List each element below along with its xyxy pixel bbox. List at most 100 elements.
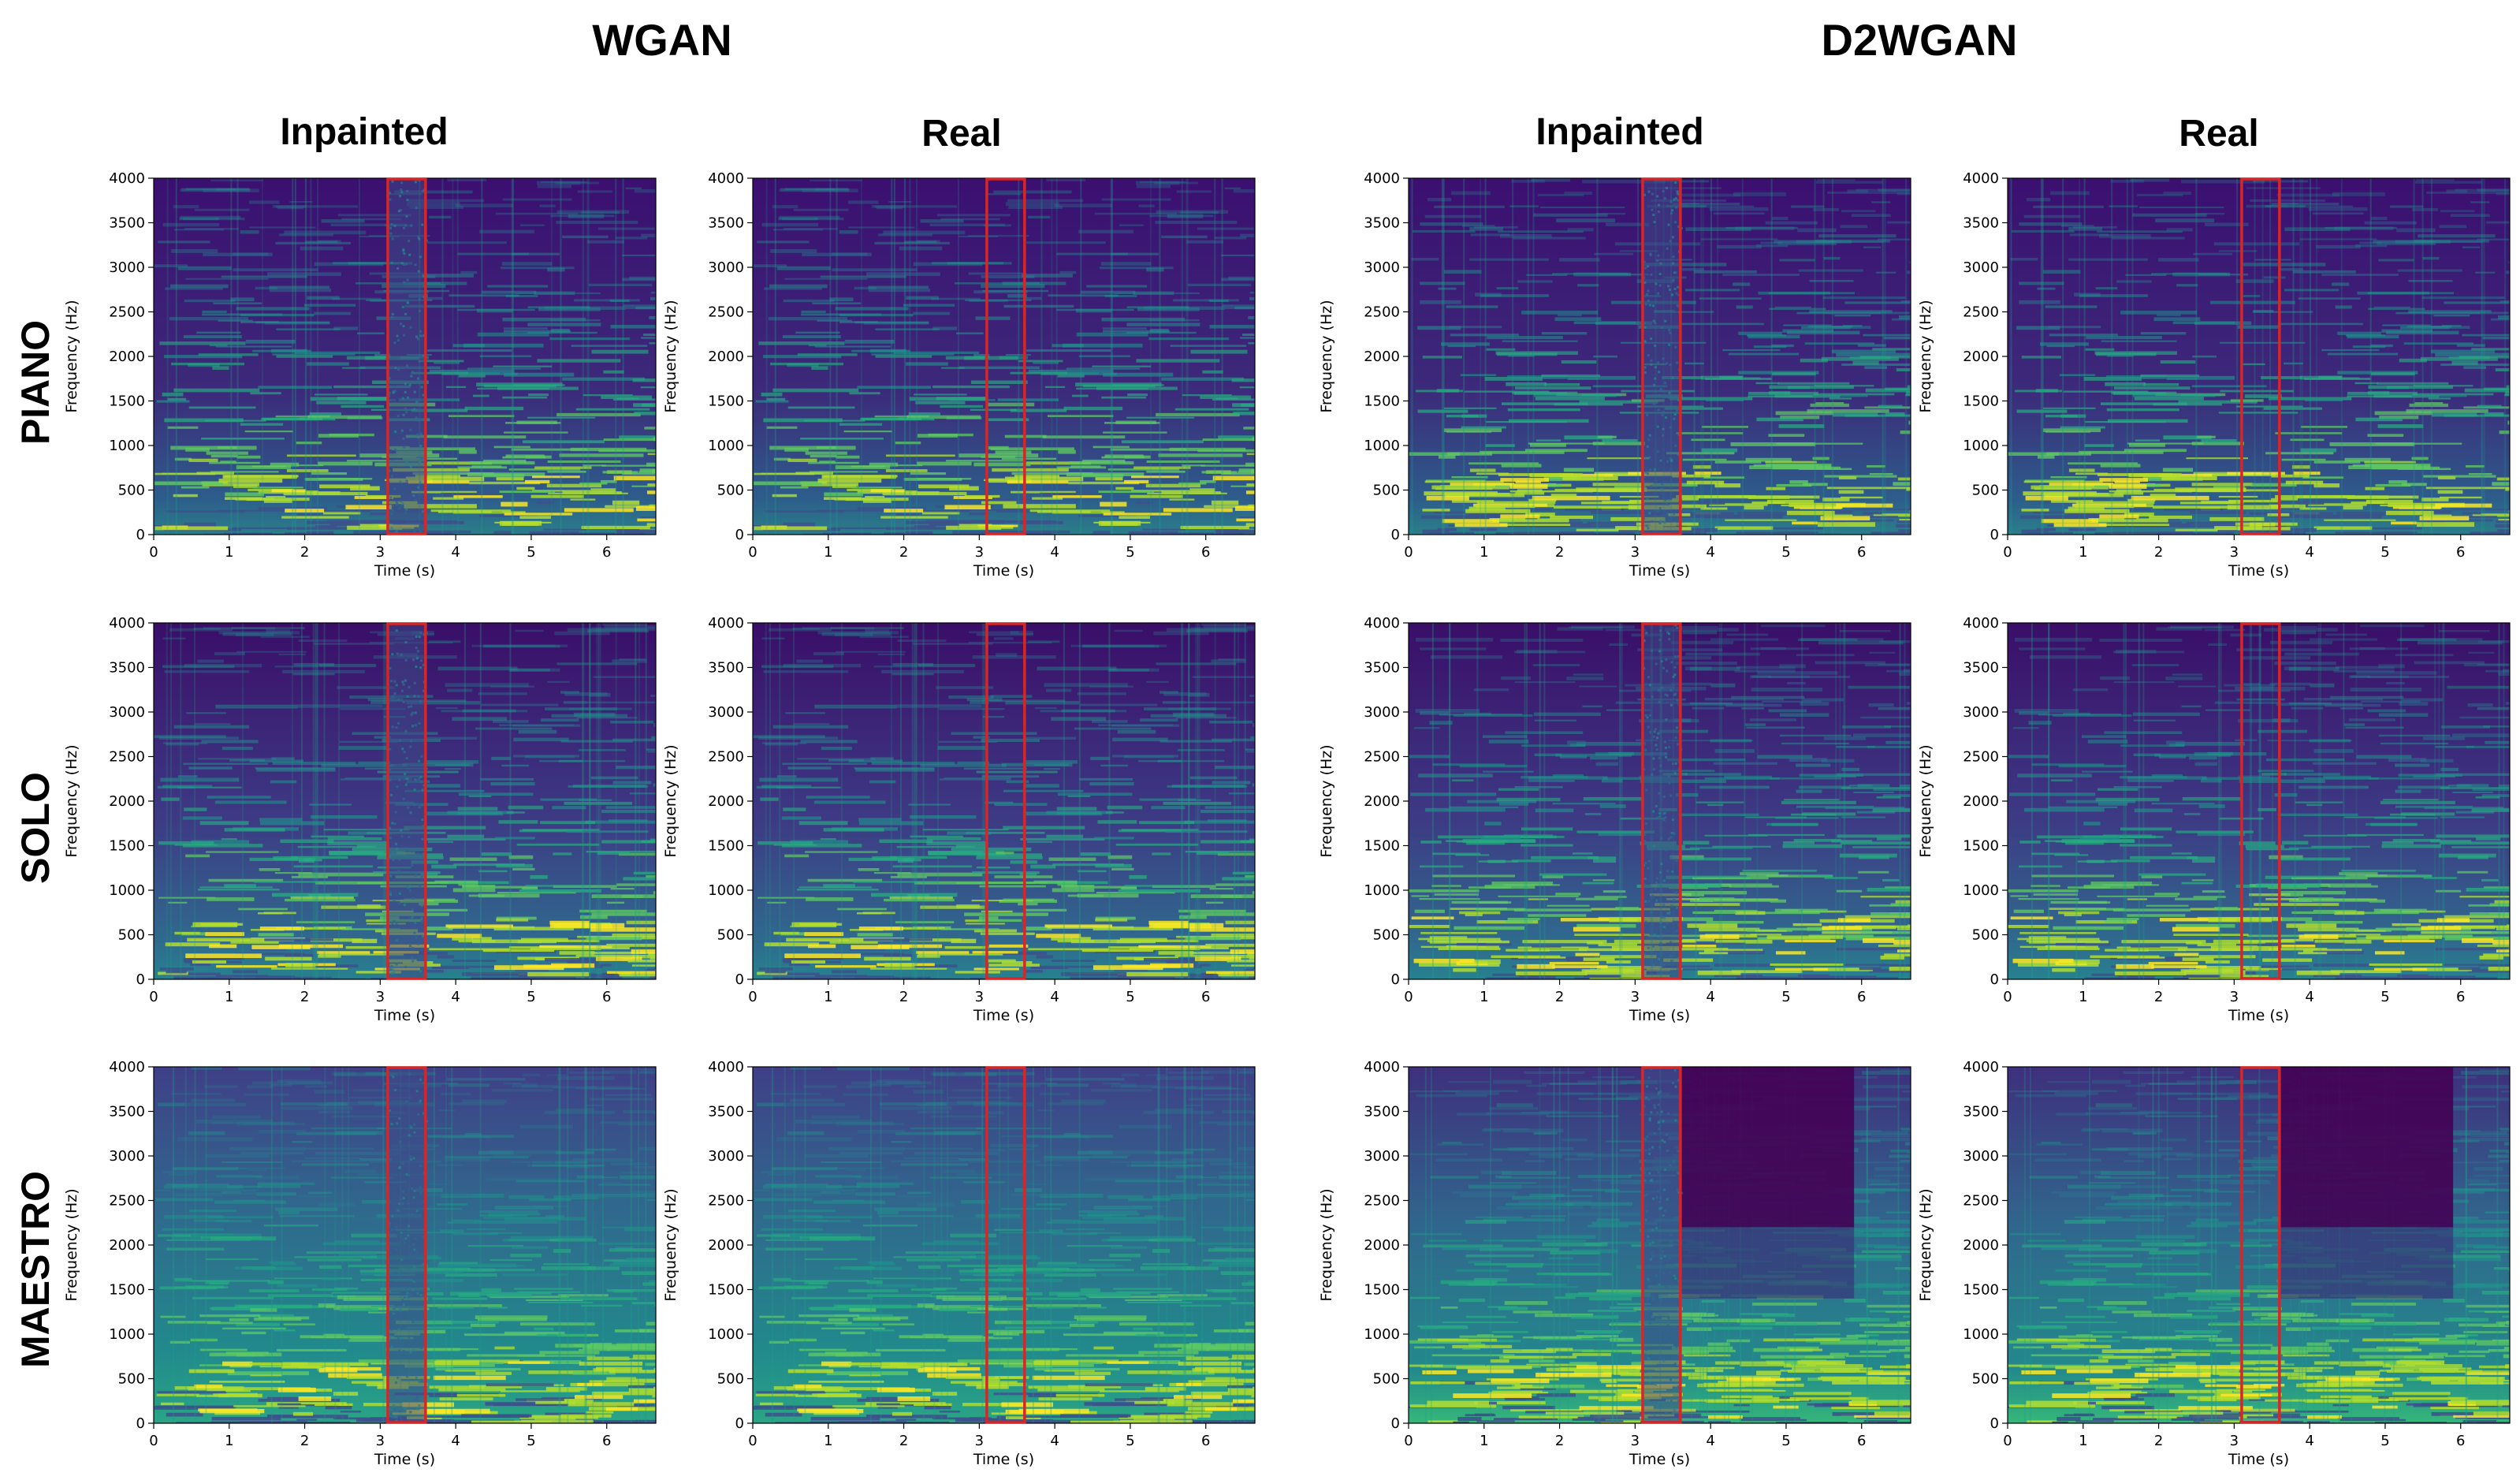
y-tick-label: 0	[1391, 527, 1400, 543]
y-tick-label: 2000	[1963, 349, 1999, 365]
y-tick-label: 3500	[109, 660, 145, 677]
y-tick-label: 2000	[708, 349, 744, 365]
y-tick-label: 1500	[1963, 838, 1999, 855]
y-tick-label: 3000	[708, 259, 744, 276]
spectrogram-image	[154, 178, 656, 535]
x-tick-label: 6	[2456, 1433, 2465, 1449]
x-tick-label: 6	[2456, 989, 2465, 1005]
group-title-d2wgan: D2WGAN	[1821, 15, 2018, 65]
x-tick-label: 6	[1201, 1433, 1210, 1449]
x-tick-label: 6	[602, 989, 611, 1005]
y-tick-label: 2000	[1963, 1237, 1999, 1254]
x-tick-label: 0	[149, 544, 158, 561]
y-tick-label: 2000	[1364, 793, 1400, 810]
y-tick-label: 0	[735, 527, 744, 543]
x-tick-label: 3	[975, 989, 984, 1005]
spectrogram-image	[154, 1067, 656, 1423]
x-axis-label: Time (s)	[973, 1007, 1034, 1024]
y-axis-label: Frequency (Hz)	[63, 300, 80, 412]
x-tick-label: 5	[1126, 1433, 1134, 1449]
y-tick-label: 3000	[1364, 1148, 1400, 1165]
x-tick-label: 1	[225, 989, 233, 1005]
spectrogram-image	[753, 623, 1255, 979]
y-tick-label: 3000	[1963, 704, 1999, 721]
highlight-box	[985, 1066, 1026, 1424]
y-tick-label: 1500	[708, 838, 744, 855]
y-axis-label: Frequency (Hz)	[1318, 300, 1335, 412]
y-tick-label: 4000	[109, 615, 145, 632]
x-tick-label: 4	[2305, 989, 2313, 1005]
y-axis-label: Frequency (Hz)	[662, 744, 679, 857]
y-tick-label: 1000	[1364, 1326, 1400, 1343]
y-tick-label: 1500	[708, 393, 744, 410]
y-tick-label: 500	[118, 483, 145, 499]
x-tick-label: 2	[2154, 544, 2163, 561]
y-tick-label: 1500	[1963, 1282, 1999, 1299]
y-tick-label: 0	[136, 971, 145, 988]
x-tick-label: 2	[1555, 1433, 1564, 1449]
spectrogram-solo-d2wgan-inpainted: 0 500 1000 1500 2000 2500 3000 3500 4000 0 1 2 3 4 5 6 T…	[1318, 615, 1911, 1024]
y-tick-label: 2000	[1364, 349, 1400, 365]
x-tick-label: 6	[1857, 1433, 1866, 1449]
y-tick-label: 1500	[1963, 393, 1999, 410]
x-tick-label: 2	[1555, 989, 1564, 1005]
y-tick-label: 1000	[1364, 438, 1400, 454]
x-tick-label: 3	[376, 989, 385, 1005]
highlight-box	[1641, 1066, 1682, 1424]
x-tick-label: 4	[1050, 989, 1059, 1005]
x-tick-label: 0	[149, 989, 158, 1005]
x-tick-label: 3	[2230, 1433, 2239, 1449]
x-tick-label: 1	[2079, 544, 2087, 561]
highlight-box	[985, 177, 1026, 535]
x-tick-label: 0	[748, 544, 757, 561]
x-tick-label: 4	[2305, 1433, 2313, 1449]
y-tick-label: 3000	[109, 259, 145, 276]
y-tick-label: 1000	[109, 438, 145, 454]
y-tick-label: 4000	[708, 615, 744, 632]
x-tick-label: 0	[149, 1433, 158, 1449]
x-tick-label: 5	[2380, 544, 2389, 561]
x-tick-label: 2	[300, 989, 309, 1005]
x-tick-label: 5	[1781, 544, 1790, 561]
spectrogram-piano-d2wgan-real: 0 500 1000 1500 2000 2500 3000 3500 4000 0 1 2 3 4 5 6 T…	[1917, 170, 2511, 580]
x-tick-label: 6	[1201, 989, 1210, 1005]
y-tick-label: 2000	[109, 1237, 145, 1254]
y-tick-label: 3500	[1364, 1104, 1400, 1120]
y-tick-label: 0	[1391, 971, 1400, 988]
y-tick-label: 3500	[1963, 1104, 1999, 1120]
y-tick-label: 4000	[1963, 615, 1999, 632]
y-tick-label: 2500	[1364, 1193, 1400, 1210]
y-tick-label: 1000	[1963, 438, 1999, 454]
x-tick-label: 2	[899, 989, 908, 1005]
y-tick-label: 2500	[708, 1193, 744, 1210]
column-title-d2wgan-inpainted: Inpainted	[1535, 111, 1704, 153]
x-tick-label: 4	[1706, 544, 1714, 561]
y-tick-label: 3500	[1364, 215, 1400, 232]
y-axis-label: Frequency (Hz)	[1917, 744, 1934, 857]
y-tick-label: 0	[735, 971, 744, 988]
y-tick-label: 4000	[109, 170, 145, 187]
y-tick-label: 500	[717, 1371, 744, 1388]
column-title-wgan-real: Real	[921, 113, 1002, 155]
x-axis-label: Time (s)	[2228, 1451, 2289, 1468]
spectrogram-image	[753, 178, 1255, 535]
y-tick-label: 1500	[1364, 1282, 1400, 1299]
y-tick-label: 500	[118, 1371, 145, 1388]
x-tick-label: 4	[1050, 1433, 1059, 1449]
x-tick-label: 5	[1781, 989, 1790, 1005]
spectrogram-maestro-d2wgan-real: 0 500 1000 1500 2000 2500 3000 3500 4000 0 1 2 3 4 5 6 T…	[1917, 1059, 2511, 1468]
x-tick-label: 3	[1631, 544, 1640, 561]
y-tick-label: 4000	[1963, 1059, 1999, 1076]
y-tick-label: 3500	[708, 215, 744, 232]
y-tick-label: 1000	[708, 438, 744, 454]
x-axis-label: Time (s)	[973, 562, 1034, 580]
highlight-box	[1641, 622, 1682, 980]
y-tick-label: 500	[1373, 927, 1400, 944]
y-tick-label: 2500	[708, 749, 744, 766]
y-tick-label: 4000	[1364, 1059, 1400, 1076]
column-title-d2wgan-real: Real	[2179, 113, 2259, 155]
spectrogram-piano-d2wgan-inpainted: 0 500 1000 1500 2000 2500 3000 3500 4000 0 1 2 3 4 5 6 T…	[1318, 170, 1911, 580]
x-tick-label: 4	[1050, 544, 1059, 561]
x-axis-label: Time (s)	[973, 1451, 1034, 1468]
